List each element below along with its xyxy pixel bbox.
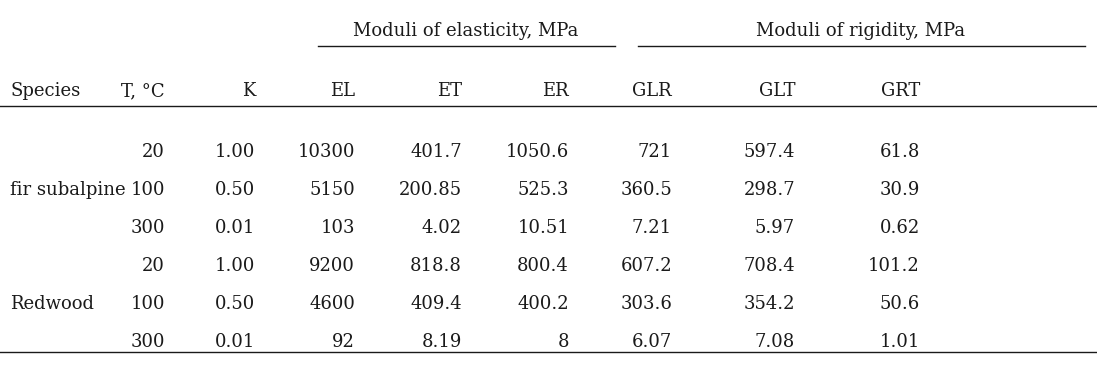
Text: 6.07: 6.07 — [632, 333, 672, 351]
Text: 20: 20 — [143, 257, 165, 275]
Text: 409.4: 409.4 — [410, 295, 462, 313]
Text: 0.50: 0.50 — [215, 295, 255, 313]
Text: 50.6: 50.6 — [880, 295, 920, 313]
Text: 61.8: 61.8 — [880, 143, 920, 161]
Text: T, °C: T, °C — [122, 82, 165, 100]
Text: 92: 92 — [332, 333, 355, 351]
Text: 721: 721 — [637, 143, 672, 161]
Text: 103: 103 — [320, 219, 355, 237]
Text: K: K — [241, 82, 255, 100]
Text: 100: 100 — [131, 181, 165, 199]
Text: Moduli of elasticity, MPa: Moduli of elasticity, MPa — [353, 22, 579, 40]
Text: 100: 100 — [131, 295, 165, 313]
Text: 800.4: 800.4 — [518, 257, 569, 275]
Text: ET: ET — [437, 82, 462, 100]
Text: 0.01: 0.01 — [215, 219, 255, 237]
Text: 354.2: 354.2 — [744, 295, 795, 313]
Text: 20: 20 — [143, 143, 165, 161]
Text: 300: 300 — [131, 219, 165, 237]
Text: 8: 8 — [557, 333, 569, 351]
Text: Species: Species — [10, 82, 80, 100]
Text: 0.62: 0.62 — [880, 219, 920, 237]
Text: 7.08: 7.08 — [755, 333, 795, 351]
Text: 525.3: 525.3 — [518, 181, 569, 199]
Text: 200.85: 200.85 — [399, 181, 462, 199]
Text: 4600: 4600 — [309, 295, 355, 313]
Text: Redwood: Redwood — [10, 295, 94, 313]
Text: 708.4: 708.4 — [744, 257, 795, 275]
Text: 0.01: 0.01 — [215, 333, 255, 351]
Text: Moduli of rigidity, MPa: Moduli of rigidity, MPa — [757, 22, 965, 40]
Text: ER: ER — [542, 82, 569, 100]
Text: 7.21: 7.21 — [632, 219, 672, 237]
Text: 1050.6: 1050.6 — [506, 143, 569, 161]
Text: GRT: GRT — [881, 82, 920, 100]
Text: 8.19: 8.19 — [421, 333, 462, 351]
Text: 0.50: 0.50 — [215, 181, 255, 199]
Text: 10300: 10300 — [297, 143, 355, 161]
Text: 360.5: 360.5 — [620, 181, 672, 199]
Text: 5.97: 5.97 — [755, 219, 795, 237]
Text: 1.01: 1.01 — [880, 333, 920, 351]
Text: GLR: GLR — [632, 82, 672, 100]
Text: 1.00: 1.00 — [215, 257, 255, 275]
Text: 401.7: 401.7 — [410, 143, 462, 161]
Text: 1.00: 1.00 — [215, 143, 255, 161]
Text: 5150: 5150 — [309, 181, 355, 199]
Text: 300: 300 — [131, 333, 165, 351]
Text: 607.2: 607.2 — [621, 257, 672, 275]
Text: 298.7: 298.7 — [744, 181, 795, 199]
Text: 818.8: 818.8 — [410, 257, 462, 275]
Text: 9200: 9200 — [309, 257, 355, 275]
Text: fir subalpine: fir subalpine — [10, 181, 126, 199]
Text: 4.02: 4.02 — [422, 219, 462, 237]
Text: 10.51: 10.51 — [518, 219, 569, 237]
Text: 30.9: 30.9 — [880, 181, 920, 199]
Text: 303.6: 303.6 — [620, 295, 672, 313]
Text: 400.2: 400.2 — [518, 295, 569, 313]
Text: GLT: GLT — [758, 82, 795, 100]
Text: EL: EL — [330, 82, 355, 100]
Text: 101.2: 101.2 — [868, 257, 920, 275]
Text: 597.4: 597.4 — [744, 143, 795, 161]
